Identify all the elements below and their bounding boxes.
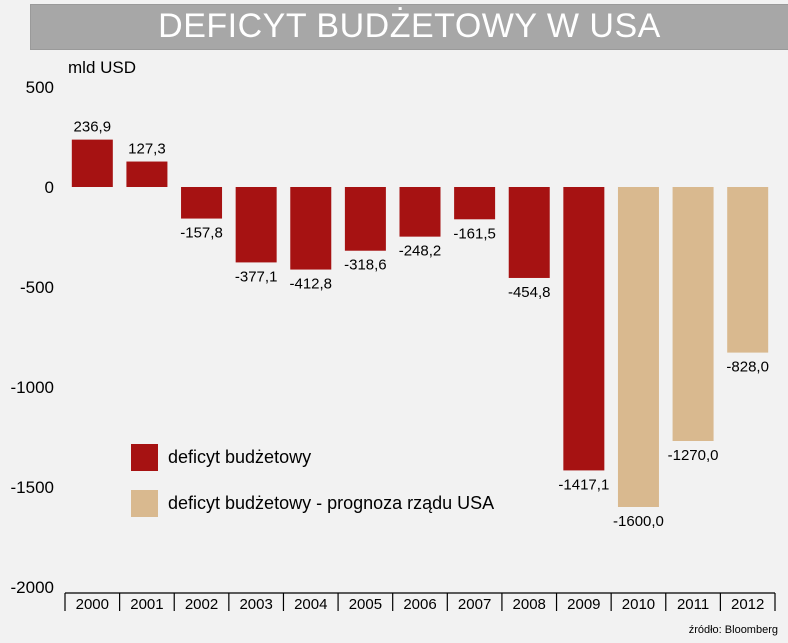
x-tick-label: 2007 xyxy=(458,596,491,613)
bar-actual xyxy=(344,187,386,251)
y-tick-label: -2000 xyxy=(11,578,54,597)
x-tick-label: 2009 xyxy=(567,596,600,613)
bar-actual xyxy=(563,187,605,471)
legend-label-forecast: deficyt budżetowy - prognoza rządu USA xyxy=(168,493,495,513)
y-axis-unit-label: mld USD xyxy=(68,58,137,77)
x-tick-label: 2003 xyxy=(239,596,272,613)
legend-swatch-forecast xyxy=(131,490,158,517)
x-tick-label: 2010 xyxy=(622,596,655,613)
source-label: źródło: Bloomberg xyxy=(688,624,778,636)
x-tick-label: 2001 xyxy=(130,596,163,613)
bar-value-label: -318,6 xyxy=(344,257,387,274)
bar-forecast xyxy=(672,187,714,441)
bar-value-label: -161,5 xyxy=(453,225,496,242)
bar-value-label: -1600,0 xyxy=(613,513,664,530)
bar-value-label: -1270,0 xyxy=(668,447,719,464)
bar-value-label: -454,8 xyxy=(508,284,551,301)
y-tick-label: 0 xyxy=(45,178,54,197)
y-tick-label: 500 xyxy=(26,78,54,97)
bar-value-label: -1417,1 xyxy=(558,476,609,493)
bar-value-label: -248,2 xyxy=(399,243,442,260)
bar-forecast xyxy=(617,187,659,507)
chart-title: DEFICYT BUDŻETOWY W USA xyxy=(158,7,661,45)
bar-forecast xyxy=(727,187,769,353)
x-tick-label: 2008 xyxy=(513,596,546,613)
bar-actual xyxy=(454,187,496,220)
y-tick-label: -1000 xyxy=(11,378,54,397)
bar-value-label: 127,3 xyxy=(128,141,166,158)
x-tick-label: 2002 xyxy=(185,596,218,613)
bar-actual xyxy=(399,187,441,237)
x-tick-label: 2005 xyxy=(349,596,382,613)
bar-actual xyxy=(126,161,168,187)
bar-actual xyxy=(508,187,550,278)
x-tick-label: 2004 xyxy=(294,596,327,613)
bar-actual xyxy=(181,187,223,219)
bar-value-label: -412,8 xyxy=(289,276,332,293)
bar-actual xyxy=(290,187,332,270)
bar-actual xyxy=(71,139,113,187)
legend-swatch-actual xyxy=(131,444,158,471)
x-tick-label: 2011 xyxy=(677,596,709,613)
legend-label-actual: deficyt budżetowy xyxy=(168,447,312,467)
bar-value-label: -157,8 xyxy=(180,225,223,242)
bar-actual xyxy=(235,187,277,263)
bar-value-label: 236,9 xyxy=(74,119,112,136)
x-tick-label: 2006 xyxy=(403,596,436,613)
bar-value-label: -828,0 xyxy=(726,359,769,376)
x-tick-label: 2000 xyxy=(76,596,109,613)
bar-value-label: -377,1 xyxy=(235,268,278,285)
x-tick-label: 2012 xyxy=(731,596,764,613)
y-tick-label: -1500 xyxy=(11,478,54,497)
title-banner: DEFICYT BUDŻETOWY W USA xyxy=(30,4,788,50)
y-tick-label: -500 xyxy=(20,278,54,297)
